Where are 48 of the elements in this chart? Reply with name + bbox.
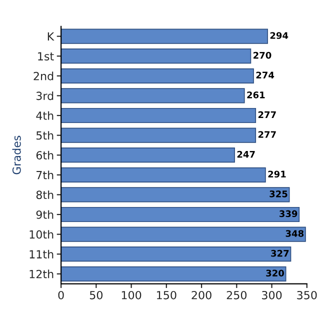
data-label: 274 [256,72,274,78]
bar [61,128,256,143]
y-tick-label: 6th [36,150,54,160]
bar [61,246,292,262]
data-label: 277 [258,131,276,138]
y-axis-title: Grades [12,136,21,174]
y-tick-label: 3rd [36,91,54,100]
x-tick-label: 300 [262,290,282,300]
bar [61,28,268,44]
bar [61,187,290,202]
data-label: 261 [247,91,265,98]
bar [61,88,245,104]
y-tick-label: 7th [36,170,54,180]
data-label: 247 [237,150,255,158]
bar [61,226,306,242]
x-tick-label: 200 [192,290,212,300]
x-tick-label: 350 [297,290,317,300]
bar [61,48,252,64]
bar [61,148,235,163]
data-label: 277 [258,111,276,118]
data-label: 339 [280,210,298,218]
data-label: 291 [268,170,286,178]
data-label: 294 [270,32,288,39]
bar [61,68,254,84]
y-tick-label: 4th [36,111,54,120]
y-tick-label: 11th [30,250,54,258]
x-tick-label: 50 [90,290,103,300]
bar [61,206,300,222]
y-tick-label: K [48,32,54,41]
bar [61,108,256,124]
data-label: 325 [270,190,288,198]
data-label: 270 [254,52,272,59]
bar [61,167,266,182]
x-tick-label: 100 [122,290,142,300]
y-tick-label: 10th [30,230,54,239]
bar [61,266,286,282]
x-tick-label: 250 [226,290,247,300]
data-label: 348 [286,230,304,237]
data-label: 327 [271,250,289,257]
y-tick-label: 12th [30,270,54,278]
y-tick-label: 8th [36,190,54,200]
data-label: 320 [266,270,284,277]
x-tick-label: 0 [58,290,64,300]
y-tick-label: 1st [38,52,54,60]
x-tick-label: 150 [157,290,176,300]
y-tick-label: 9th [36,210,54,219]
y-tick-label: 5th [36,131,54,140]
y-tick-label: 2nd [34,72,54,80]
